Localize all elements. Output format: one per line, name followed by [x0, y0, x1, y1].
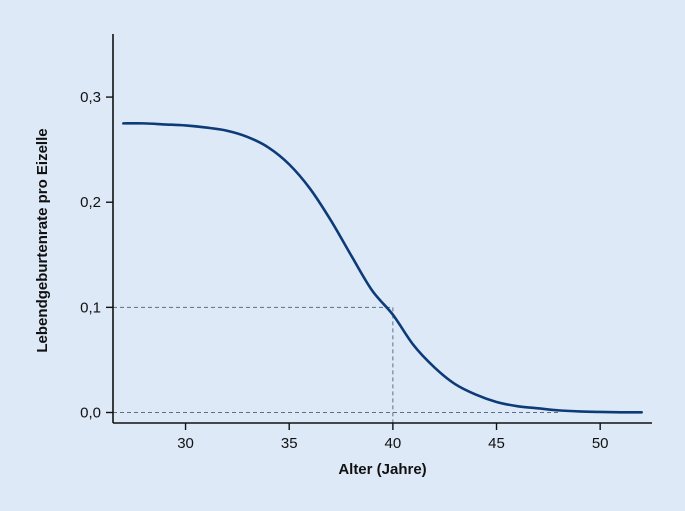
- x-axis-ticks: 30 35 40 45 50: [177, 423, 609, 452]
- y-tick-label: 0,1: [80, 299, 101, 316]
- series-layer: [122, 121, 643, 414]
- x-tick-label: 30: [177, 435, 194, 452]
- y-tick-label: 0,3: [80, 89, 101, 106]
- y-tick-label: 0,2: [80, 194, 101, 211]
- x-tick-label: 45: [488, 435, 505, 452]
- x-axis-title: Alter (Jahre): [338, 461, 426, 478]
- x-tick-label: 50: [592, 435, 609, 452]
- reference-lines: [113, 306, 559, 423]
- series-line: [122, 121, 643, 414]
- x-tick-label: 40: [385, 435, 402, 452]
- axes: [112, 34, 652, 424]
- x-tick-label: 35: [281, 435, 298, 452]
- y-axis-ticks: 0,0 0,1 0,2 0,3: [80, 89, 113, 421]
- y-tick-label: 0,0: [80, 404, 101, 421]
- y-axis-title: Lebendgeburtenrate pro Eizelle: [34, 128, 51, 352]
